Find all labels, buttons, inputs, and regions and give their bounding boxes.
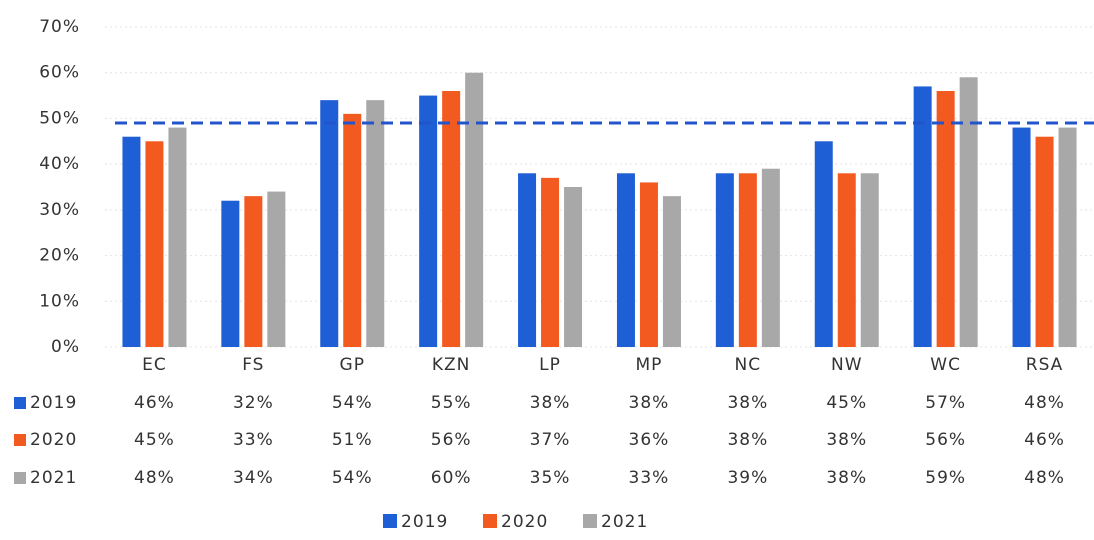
table-cell: 45% [134,430,175,450]
bar [419,95,438,347]
table-cell: 34% [233,468,274,488]
bar [122,136,141,347]
bar [936,91,955,347]
table-cell: 38% [727,393,768,413]
table-cell: 55% [431,393,472,413]
table-cell: 48% [1024,393,1065,413]
bar [244,196,263,347]
table-cell: 35% [530,468,571,488]
bar [860,173,879,347]
table-swatch [14,434,26,446]
bar [639,182,658,347]
table-cell: 33% [233,430,274,450]
x-tick-label: EC [142,355,167,375]
table-cell: 57% [925,393,966,413]
table-cell: 48% [134,468,175,488]
legend-label: 2021 [601,512,648,532]
table-row-label: 2019 [30,393,77,413]
table-cell: 46% [134,393,175,413]
x-tick-label: RSA [1026,355,1064,375]
table-cell: 46% [1024,430,1065,450]
bar [221,200,240,347]
y-tick-label: 60% [39,63,80,83]
table-cell: 59% [925,468,966,488]
table-cell: 56% [431,430,472,450]
table-row-label: 2021 [30,468,77,488]
table-cell: 36% [629,430,670,450]
table-swatch [14,397,26,409]
table-cell: 38% [727,430,768,450]
legend-label: 2020 [501,512,548,532]
bar [145,141,164,347]
table-cell: 32% [233,393,274,413]
table-cell: 54% [332,468,373,488]
table-cell: 60% [431,468,472,488]
bar [564,187,583,347]
y-tick-label: 20% [39,246,80,266]
bar [465,72,484,347]
table-row-label: 2020 [30,430,77,450]
table-cell: 37% [530,430,571,450]
table-cell: 39% [727,468,768,488]
bar [1012,127,1031,347]
table-cell: 38% [826,468,867,488]
table-cell: 33% [629,468,670,488]
table-cell: 56% [925,430,966,450]
x-tick-label: LP [539,355,561,375]
bar [366,100,385,348]
legend-swatch [583,514,597,528]
bar [662,196,681,347]
y-tick-label: 50% [39,108,80,128]
legend-swatch [383,514,397,528]
table-swatch [14,472,26,484]
legend-label: 2019 [401,512,448,532]
y-tick-label: 40% [39,154,80,174]
y-tick-label: 30% [39,200,80,220]
bar [616,173,635,347]
table-cell: 54% [332,393,373,413]
table-cell: 38% [629,393,670,413]
y-tick-label: 70% [39,17,80,37]
bar [837,173,856,347]
bar [738,173,757,347]
y-tick-label: 0% [51,337,80,357]
table-cell: 45% [826,393,867,413]
x-tick-label: MP [635,355,662,375]
bar [1058,127,1077,347]
bar [343,113,362,347]
bar [761,168,780,347]
y-tick-label: 10% [39,291,80,311]
bar [267,191,286,347]
bar [959,77,978,348]
x-tick-label: KZN [432,355,471,375]
table-cell: 38% [530,393,571,413]
bar [1035,136,1054,347]
bar [541,177,560,347]
x-tick-label: FS [242,355,264,375]
bar [913,86,932,347]
bar [715,173,734,347]
x-tick-label: NW [831,355,863,375]
x-tick-label: GP [340,355,365,375]
x-tick-label: NC [735,355,762,375]
bar [168,127,187,347]
table-cell: 38% [826,430,867,450]
legend-swatch [483,514,497,528]
bar [814,141,833,347]
bar [518,173,537,347]
table-cell: 48% [1024,468,1065,488]
bar [320,100,339,348]
x-tick-label: WC [930,355,961,375]
bar [442,91,461,347]
table-cell: 51% [332,430,373,450]
